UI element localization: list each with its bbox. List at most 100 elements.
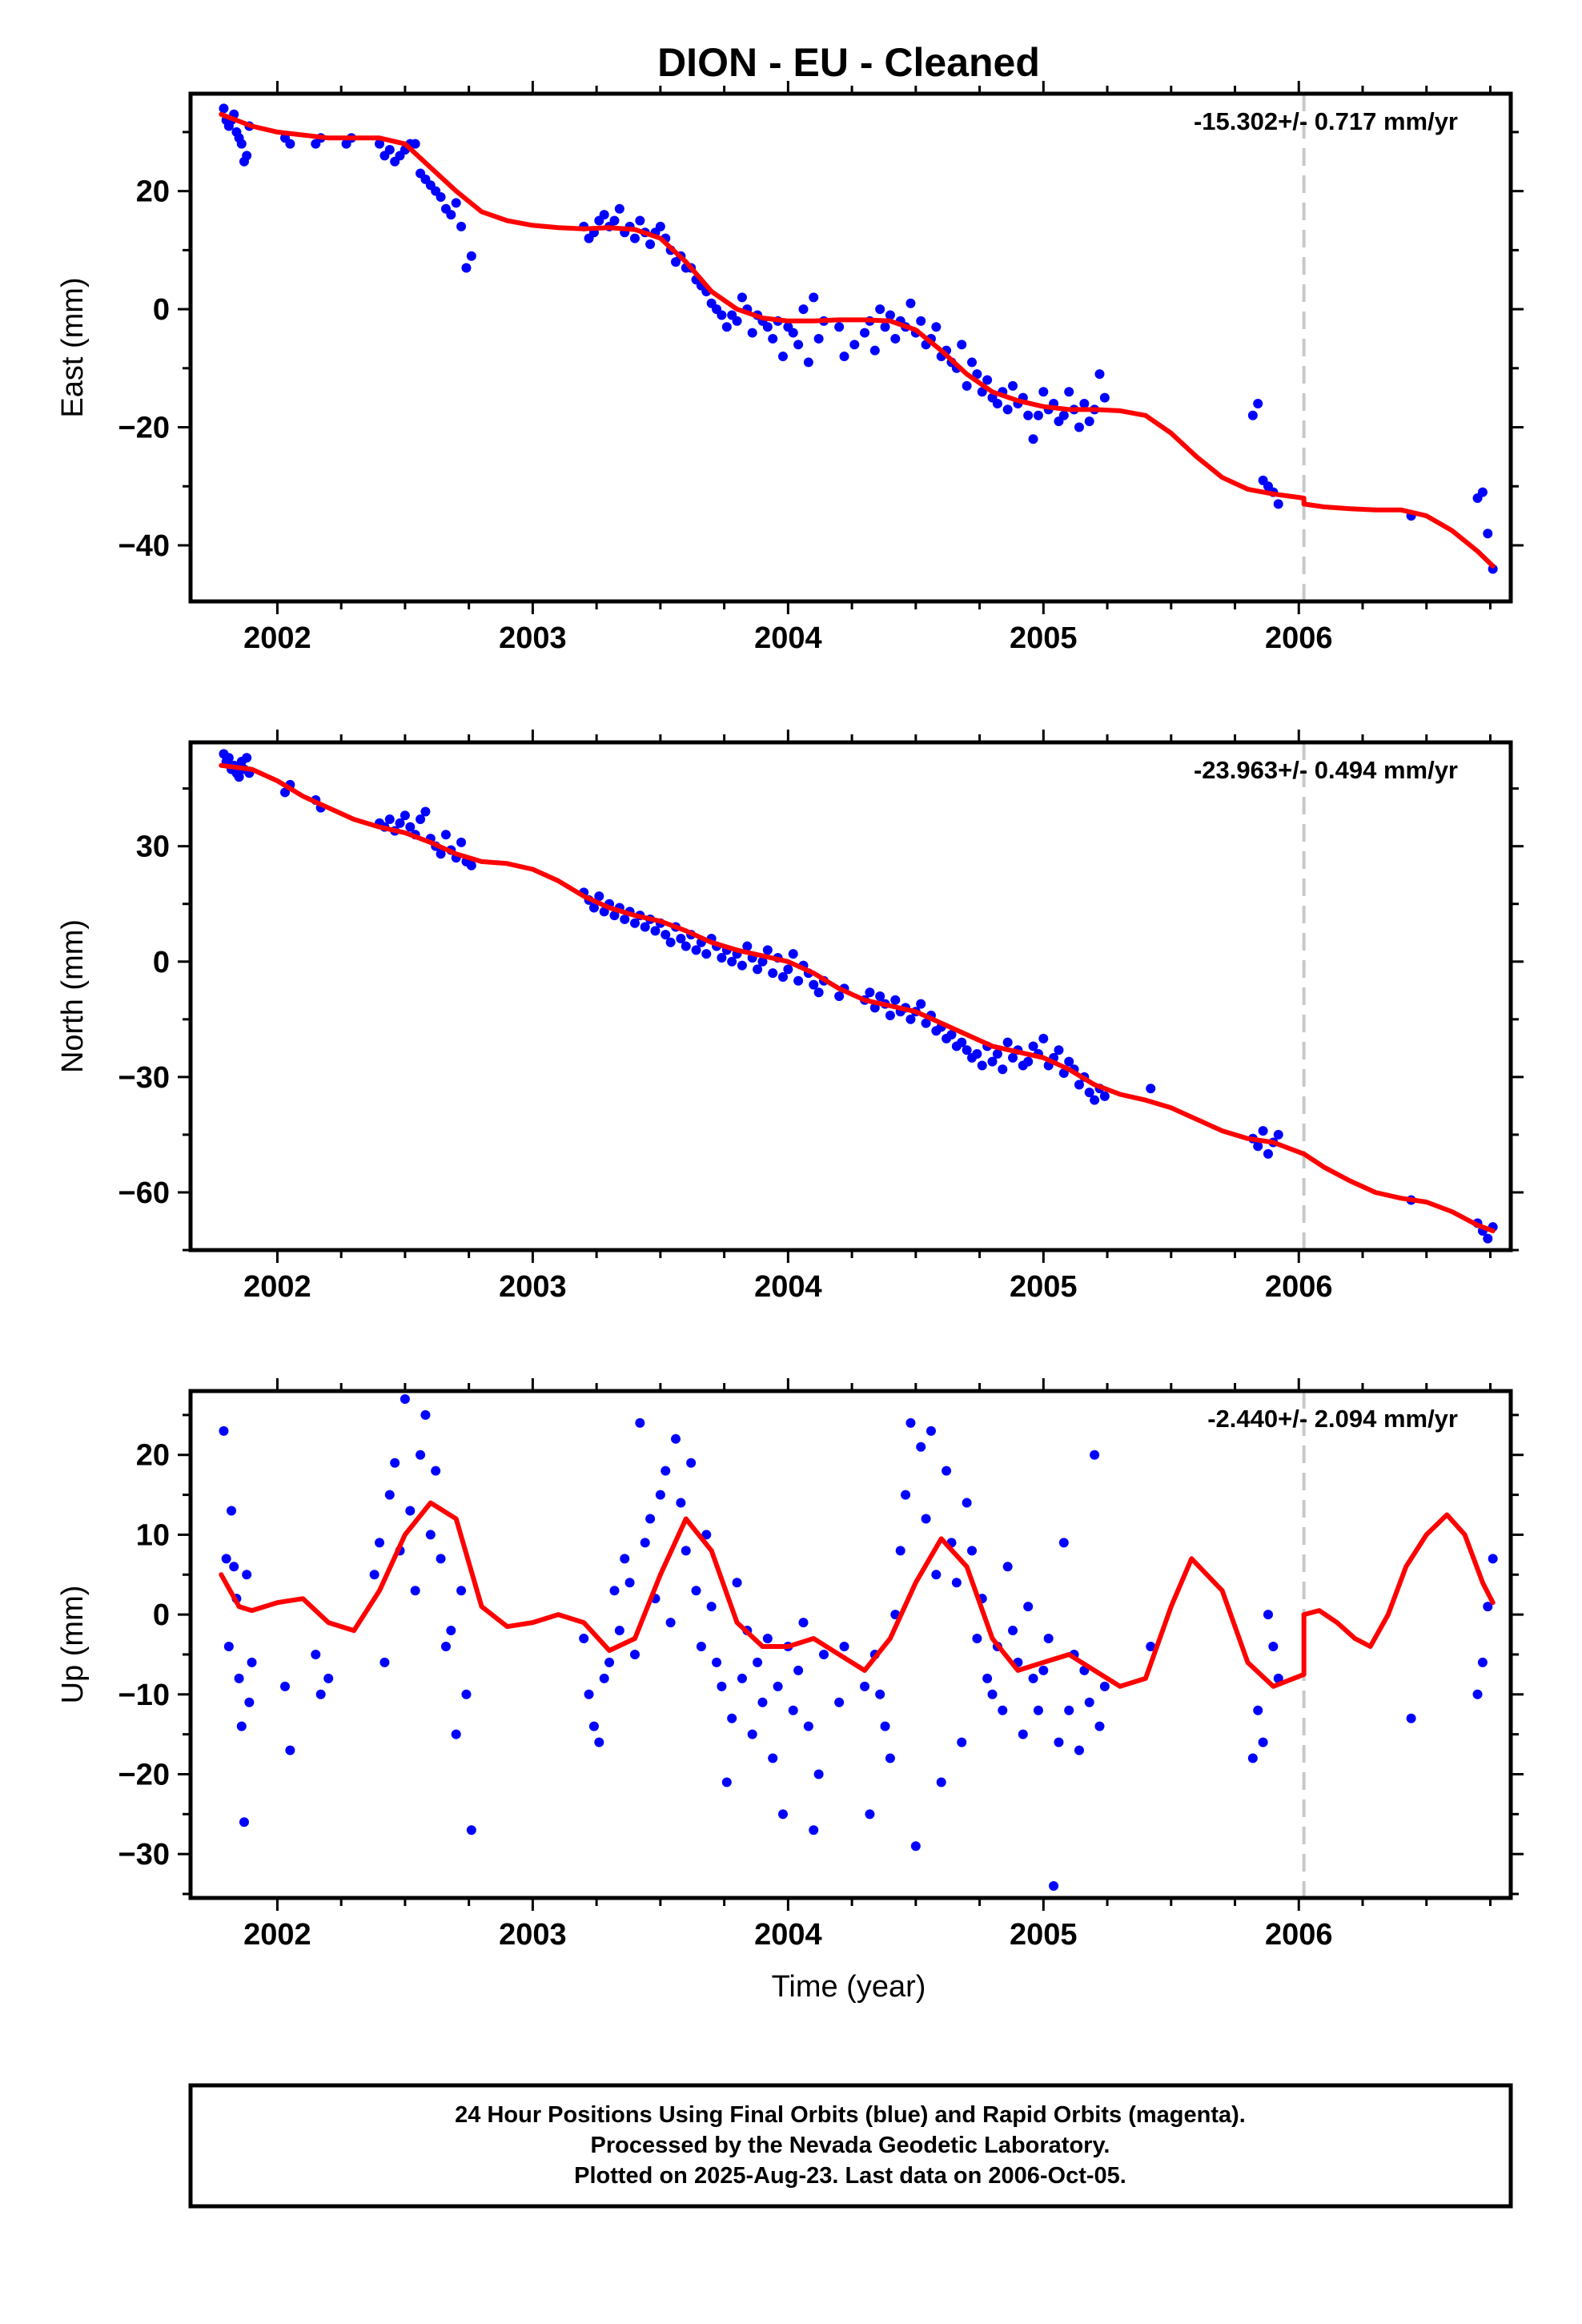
east-data-point — [803, 357, 813, 368]
up-x-tick-label: 2002 — [243, 1918, 311, 1952]
east-data-point — [839, 352, 849, 362]
up-data-point — [982, 1673, 993, 1683]
east-data-point — [737, 292, 747, 303]
north-data-point — [1054, 1045, 1064, 1055]
up-data-point — [1028, 1673, 1038, 1683]
up-data-point — [579, 1634, 589, 1644]
north-x-tick-label: 2004 — [754, 1270, 822, 1304]
north-x-tick-label: 2005 — [1010, 1270, 1078, 1304]
north-data-point — [640, 922, 650, 932]
east-panel: 2002 2003 2004 2005 2006 20 0 −20 −40 East (mm) -1… — [56, 81, 1524, 655]
up-data-point — [400, 1393, 410, 1404]
up-data-point — [686, 1458, 697, 1468]
north-data-point — [681, 941, 691, 951]
up-data-point — [629, 1649, 640, 1659]
up-data-point — [1488, 1554, 1498, 1564]
north-x-tick-label: 2002 — [243, 1270, 311, 1304]
north-data-point — [987, 1056, 998, 1067]
up-y-tick-label: −30 — [118, 1838, 170, 1872]
up-data-point — [247, 1657, 257, 1667]
up-data-point — [285, 1745, 295, 1755]
north-data-point — [875, 991, 885, 1001]
up-y-tick-label: 20 — [136, 1439, 170, 1473]
east-data-point — [916, 316, 926, 326]
east-data-point — [1247, 410, 1258, 420]
up-data-point — [431, 1466, 441, 1476]
east-data-point — [875, 304, 885, 315]
east-x-tick-label: 2005 — [1010, 621, 1078, 655]
east-data-point — [849, 340, 860, 350]
north-data-point — [977, 1060, 987, 1071]
north-data-point — [921, 1018, 931, 1028]
up-data-point — [998, 1705, 1008, 1715]
up-data-point — [865, 1809, 875, 1819]
north-data-point — [436, 849, 446, 859]
up-data-point — [609, 1586, 620, 1596]
up-data-point — [875, 1689, 885, 1699]
east-data-point — [834, 322, 845, 332]
north-data-point — [793, 975, 804, 986]
up-data-point — [676, 1498, 686, 1508]
up-data-point — [916, 1441, 926, 1452]
east-data-point — [609, 215, 620, 226]
north-data-point — [962, 1045, 972, 1055]
east-data-point — [1008, 380, 1018, 391]
north-y-tick-label: −30 — [118, 1061, 170, 1095]
east-data-point — [1002, 404, 1013, 415]
up-data-point — [768, 1753, 778, 1763]
up-data-point — [732, 1578, 742, 1588]
up-data-point — [311, 1649, 321, 1659]
east-data-point — [972, 369, 982, 380]
footer-line-3: Plotted on 2025-Aug-23. Last data on 200… — [574, 2163, 1126, 2189]
up-data-point — [793, 1665, 804, 1675]
east-data-point — [1099, 392, 1110, 403]
up-data-point — [280, 1681, 291, 1691]
north-data-point — [280, 787, 291, 798]
up-data-point — [425, 1530, 436, 1540]
east-data-point — [456, 221, 467, 231]
up-data-point — [777, 1809, 788, 1819]
north-data-point — [466, 860, 476, 870]
up-data-point — [446, 1626, 456, 1636]
north-data-point — [1008, 1052, 1018, 1063]
north-data-point — [1253, 1141, 1263, 1152]
north-data-point — [788, 949, 798, 959]
east-plot-frame — [188, 91, 1513, 604]
north-data-point — [1263, 1148, 1273, 1159]
up-y-tick-label: −10 — [118, 1679, 170, 1712]
up-data-point — [416, 1449, 426, 1460]
up-data-point — [962, 1498, 972, 1508]
up-data-point — [604, 1657, 615, 1667]
up-data-point — [375, 1538, 385, 1548]
up-data-point — [926, 1425, 936, 1436]
up-data-point — [588, 1721, 599, 1731]
up-data-point — [244, 1697, 255, 1707]
up-data-point — [880, 1721, 890, 1731]
east-data-point — [1028, 434, 1038, 444]
north-data-point — [753, 964, 763, 975]
east-data-point — [645, 239, 656, 249]
north-data-point — [813, 987, 824, 998]
up-data-point — [819, 1649, 829, 1659]
up-data-point — [242, 1570, 252, 1580]
east-x-tick-label: 2004 — [754, 621, 822, 655]
up-data-point — [1023, 1602, 1034, 1612]
up-data-point — [957, 1737, 967, 1747]
east-data-point — [614, 203, 624, 214]
up-data-point — [1273, 1673, 1283, 1683]
up-data-point — [717, 1681, 727, 1691]
up-data-point — [936, 1777, 946, 1787]
east-data-point — [717, 310, 727, 320]
north-data-point — [834, 991, 845, 1001]
footer-line-1: 24 Hour Positions Using Final Orbits (bl… — [455, 2102, 1246, 2128]
up-data-point — [839, 1641, 849, 1651]
up-data-point — [584, 1689, 594, 1699]
up-data-point — [1253, 1705, 1263, 1715]
north-data-point — [1002, 1037, 1013, 1047]
up-data-point — [701, 1530, 712, 1540]
north-data-point — [456, 837, 467, 847]
up-data-point — [405, 1506, 416, 1516]
east-data-point — [1273, 499, 1283, 509]
up-data-point — [236, 1721, 247, 1731]
north-data-point — [650, 926, 661, 936]
